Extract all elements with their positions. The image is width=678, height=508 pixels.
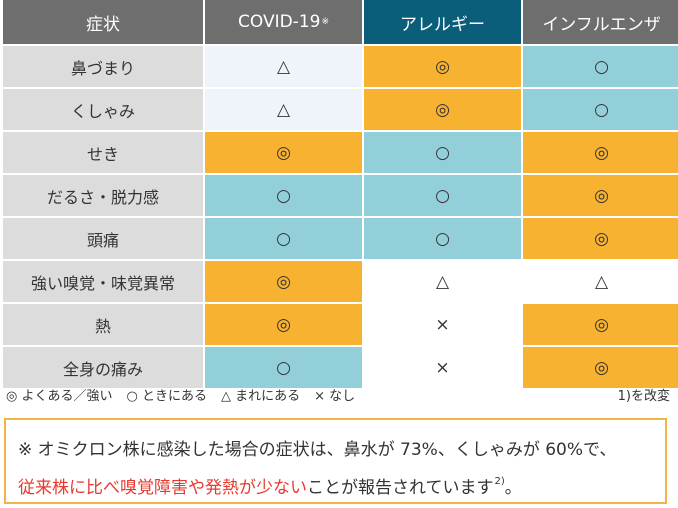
row-label: くしゃみ	[3, 89, 203, 130]
cell-influenza: ○	[523, 89, 678, 130]
header-covid-text: COVID-19	[238, 12, 321, 32]
header-influenza: インフルエンザ	[523, 0, 678, 44]
header-covid-mark: ※	[321, 17, 329, 27]
cell-allergy: ○	[364, 218, 521, 259]
note-reference: 2)	[494, 476, 505, 487]
note-line-2-end: 。	[504, 478, 522, 498]
cell-covid: ◎	[205, 261, 362, 302]
cell-covid: △	[205, 46, 362, 87]
cell-covid: △	[205, 89, 362, 130]
legend-common: ◎ よくある／強い	[6, 388, 113, 404]
header-symptom: 症状	[3, 0, 203, 44]
cell-covid: ○	[205, 175, 362, 216]
note-line-1: ※ オミクロン株に感染した場合の症状は、鼻水が 73%、くしゃみが 60%で、	[18, 440, 617, 460]
cell-influenza: ◎	[523, 218, 678, 259]
legend-none: × なし	[314, 388, 356, 404]
cell-covid: ○	[205, 347, 362, 388]
note-line-2-text: ことが報告されています	[307, 478, 494, 498]
cell-allergy: ×	[364, 347, 521, 388]
row-label: 鼻づまり	[3, 46, 203, 87]
cell-covid: ◎	[205, 304, 362, 345]
source-note: 1)を改変	[617, 388, 670, 404]
cell-influenza: △	[523, 261, 678, 302]
cell-influenza: ◎	[523, 347, 678, 388]
legend-sometimes: ○ ときにある	[126, 388, 207, 404]
legend: ◎ よくある／強い ○ ときにある △ まれにある × なし 1)を改変	[6, 383, 670, 405]
cell-influenza: ◎	[523, 304, 678, 345]
note-highlight: 従来株に比べ嗅覚障害や発熱が少ない	[18, 478, 307, 498]
row-label: 頭痛	[3, 218, 203, 259]
header-allergy-text: アレルギー	[400, 14, 485, 35]
row-label: 熱	[3, 304, 203, 345]
row-label: せき	[3, 132, 203, 173]
row-label: だるさ・脱力感	[3, 175, 203, 216]
cell-allergy: △	[364, 261, 521, 302]
header-covid: COVID-19 ※	[205, 0, 362, 44]
header-influenza-text: インフルエンザ	[542, 14, 661, 35]
cell-allergy: ×	[364, 304, 521, 345]
legend-rare: △ まれにある	[220, 388, 301, 404]
row-label: 全身の痛み	[3, 347, 203, 388]
header-symptom-text: 症状	[86, 14, 120, 35]
cell-allergy: ○	[364, 132, 521, 173]
cell-allergy: ○	[364, 175, 521, 216]
cell-influenza: ◎	[523, 175, 678, 216]
cell-influenza: ◎	[523, 132, 678, 173]
note-line-2: 従来株に比べ嗅覚障害や発熱が少ないことが報告されています2)。	[18, 466, 655, 504]
row-label: 強い嗅覚・味覚異常	[3, 261, 203, 302]
cell-influenza: ○	[523, 46, 678, 87]
cell-allergy: ◎	[364, 89, 521, 130]
omicron-note-box: ※ オミクロン株に感染した場合の症状は、鼻水が 73%、くしゃみが 60%で、 …	[4, 418, 667, 504]
cell-covid: ○	[205, 218, 362, 259]
symptom-comparison-table: 症状 COVID-19 ※ アレルギー インフルエンザ 鼻づまり △ ◎ ○ くし…	[3, 0, 678, 388]
cell-covid: ◎	[205, 132, 362, 173]
header-allergy: アレルギー	[364, 0, 521, 44]
cell-allergy: ◎	[364, 46, 521, 87]
